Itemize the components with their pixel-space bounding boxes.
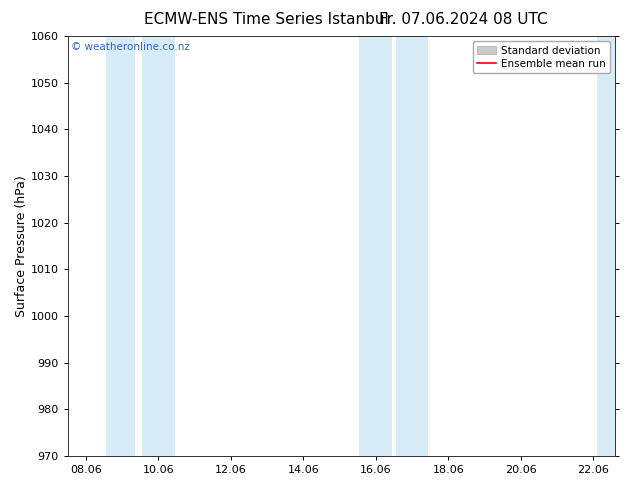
Bar <box>396 36 429 456</box>
Legend: Standard deviation, Ensemble mean run: Standard deviation, Ensemble mean run <box>472 41 610 73</box>
Bar <box>106 36 135 456</box>
Bar <box>359 36 392 456</box>
Text: Fr. 07.06.2024 08 UTC: Fr. 07.06.2024 08 UTC <box>378 12 547 27</box>
Bar <box>142 36 175 456</box>
Text: © weatheronline.co.nz: © weatheronline.co.nz <box>70 43 190 52</box>
Text: ECMW-ENS Time Series Istanbul: ECMW-ENS Time Series Istanbul <box>144 12 389 27</box>
Bar <box>597 36 615 456</box>
Y-axis label: Surface Pressure (hPa): Surface Pressure (hPa) <box>15 175 28 317</box>
